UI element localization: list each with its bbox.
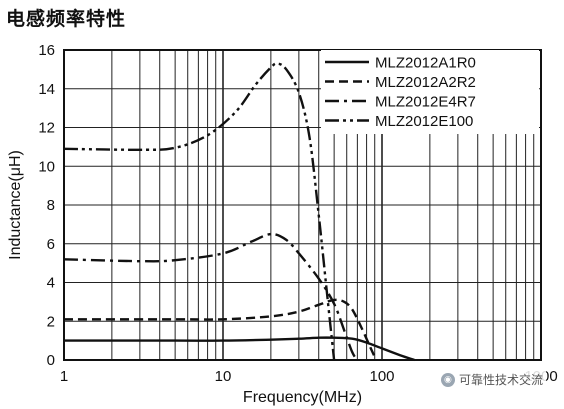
x-axis-label: Frequency(MHz) (243, 389, 362, 406)
y-tick-label: 14 (38, 81, 55, 98)
series-lines (63, 62, 415, 362)
plot-frame (63, 49, 542, 361)
legend: MLZ2012A1R0 MLZ2012A2R2 MLZ2012E4R7 MLZ2012… (321, 50, 539, 134)
series-line-mlz2012a2r2 (64, 298, 378, 361)
watermark-text: 可靠性技术交流 (458, 373, 543, 387)
y-tick-label: 0 (47, 352, 55, 369)
y-axis-label: Inductance(μH) (7, 150, 24, 260)
y-tick-label: 2 (47, 313, 55, 330)
wechat-icon: ◉ (440, 372, 455, 387)
page-title: 电感频率特性 (6, 8, 127, 30)
series-line-mlz2012e100 (63, 62, 336, 361)
y-tick-label: 12 (38, 120, 55, 137)
y-tick-label: 6 (47, 236, 55, 253)
y-tick-label: 16 (38, 42, 55, 59)
y-tick-label: 4 (47, 275, 55, 292)
y-tick-label: 8 (47, 197, 55, 214)
x-tick-label: 1 (60, 368, 68, 385)
legend-entry: MLZ2012E4R7 (375, 94, 476, 111)
legend-entry: MLZ2012A1R0 (375, 55, 476, 72)
x-tick-label: 100 (369, 368, 394, 385)
y-tick-label: 10 (38, 158, 55, 175)
series-line-mlz2012e4r7 (63, 232, 359, 361)
watermark: ◉ 可靠性技术交流 (437, 370, 546, 389)
legend-entry: MLZ2012E100 (375, 113, 473, 130)
series-line-mlz2012a1r0 (64, 336, 415, 362)
legend-entry: MLZ2012A2R2 (375, 74, 476, 91)
y-axis-ticks: 0 2 4 6 8 10 12 14 16 (38, 42, 55, 369)
x-tick-label: 10 (215, 368, 232, 385)
